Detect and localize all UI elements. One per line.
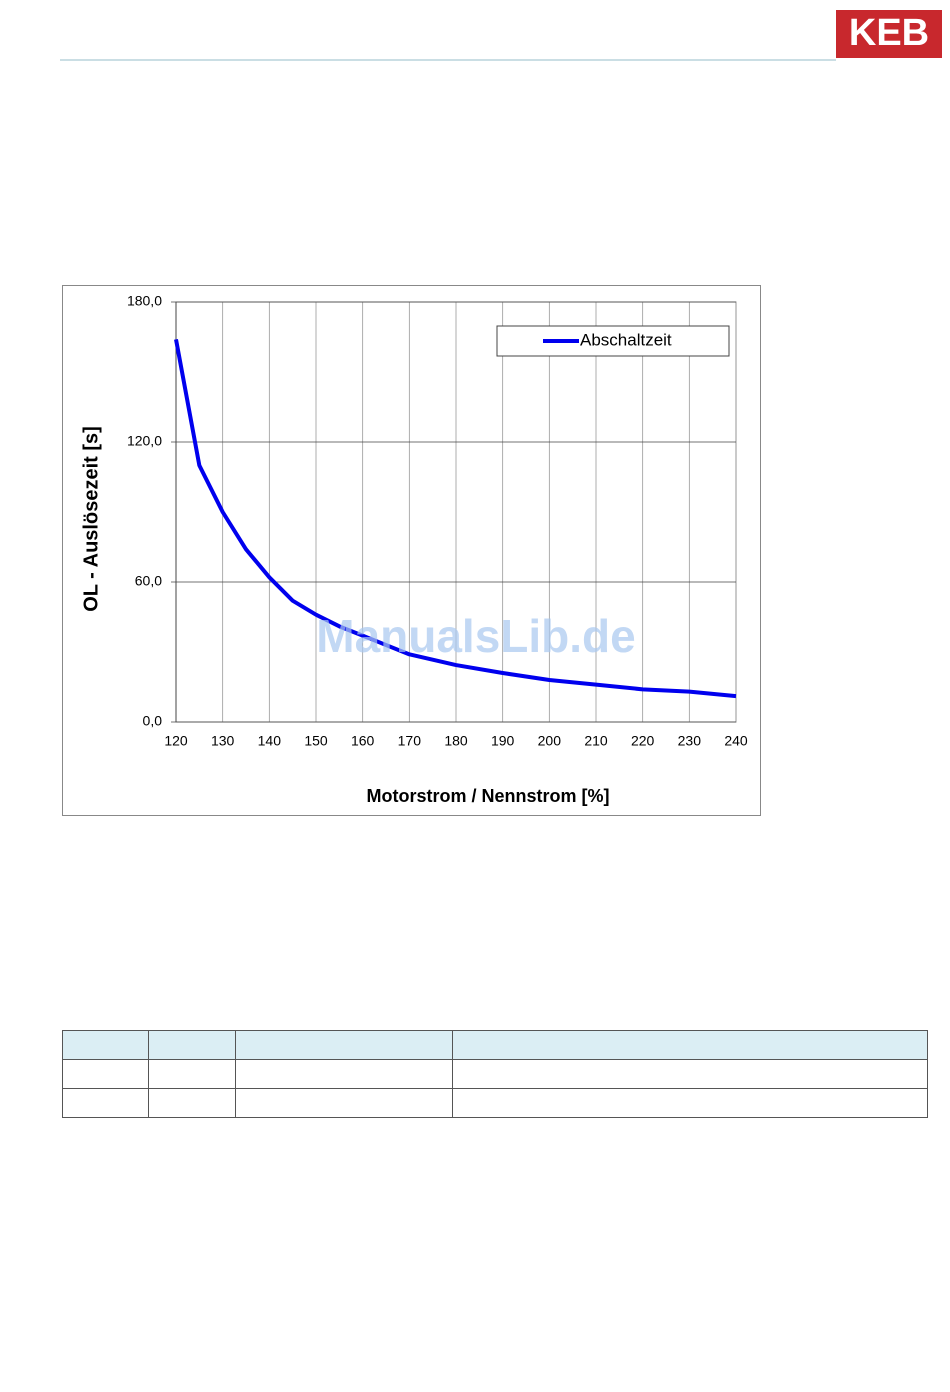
x-tick-label: 190 bbox=[491, 733, 515, 749]
x-axis-label: Motorstrom / Nennstrom [%] bbox=[367, 786, 610, 806]
chart-frame bbox=[62, 285, 761, 816]
plot: 120 130 140 150 160 170 180 190 200 210 220 230 240 0… bbox=[127, 293, 748, 749]
y-tick-label: 180,0 bbox=[127, 293, 162, 309]
x-tick-label: 220 bbox=[631, 733, 655, 749]
y-tick-label: 0,0 bbox=[143, 713, 163, 729]
legend-box bbox=[496, 325, 730, 357]
x-tick-label: 210 bbox=[584, 733, 608, 749]
y-axis-label: OL - Auslösezeit [s] bbox=[80, 426, 102, 612]
x-tick-label: 120 bbox=[164, 733, 188, 749]
x-tick-label: 130 bbox=[211, 733, 235, 749]
table bbox=[62, 1030, 928, 1118]
x-tick-label: 150 bbox=[304, 733, 328, 749]
watermark: ManualsLib.de bbox=[316, 610, 635, 662]
data-line bbox=[174, 338, 737, 699]
table-header bbox=[62, 1030, 928, 1060]
x-tick-label: 160 bbox=[351, 733, 375, 749]
legend-label: Abschaltzeit bbox=[580, 330, 672, 349]
logo: KEB bbox=[849, 12, 929, 54]
logo-box bbox=[836, 10, 942, 58]
x-tick-label: 200 bbox=[538, 733, 562, 749]
x-tick-label: 140 bbox=[258, 733, 282, 749]
x-tick-label: 170 bbox=[398, 733, 422, 749]
x-tick-label: 180 bbox=[444, 733, 468, 749]
y-tick-label: 120,0 bbox=[127, 433, 162, 449]
x-tick-label: 240 bbox=[724, 733, 748, 749]
table-border bbox=[62, 1030, 928, 1118]
x-tick-label: 230 bbox=[678, 733, 702, 749]
y-tick-label: 60,0 bbox=[135, 573, 162, 589]
